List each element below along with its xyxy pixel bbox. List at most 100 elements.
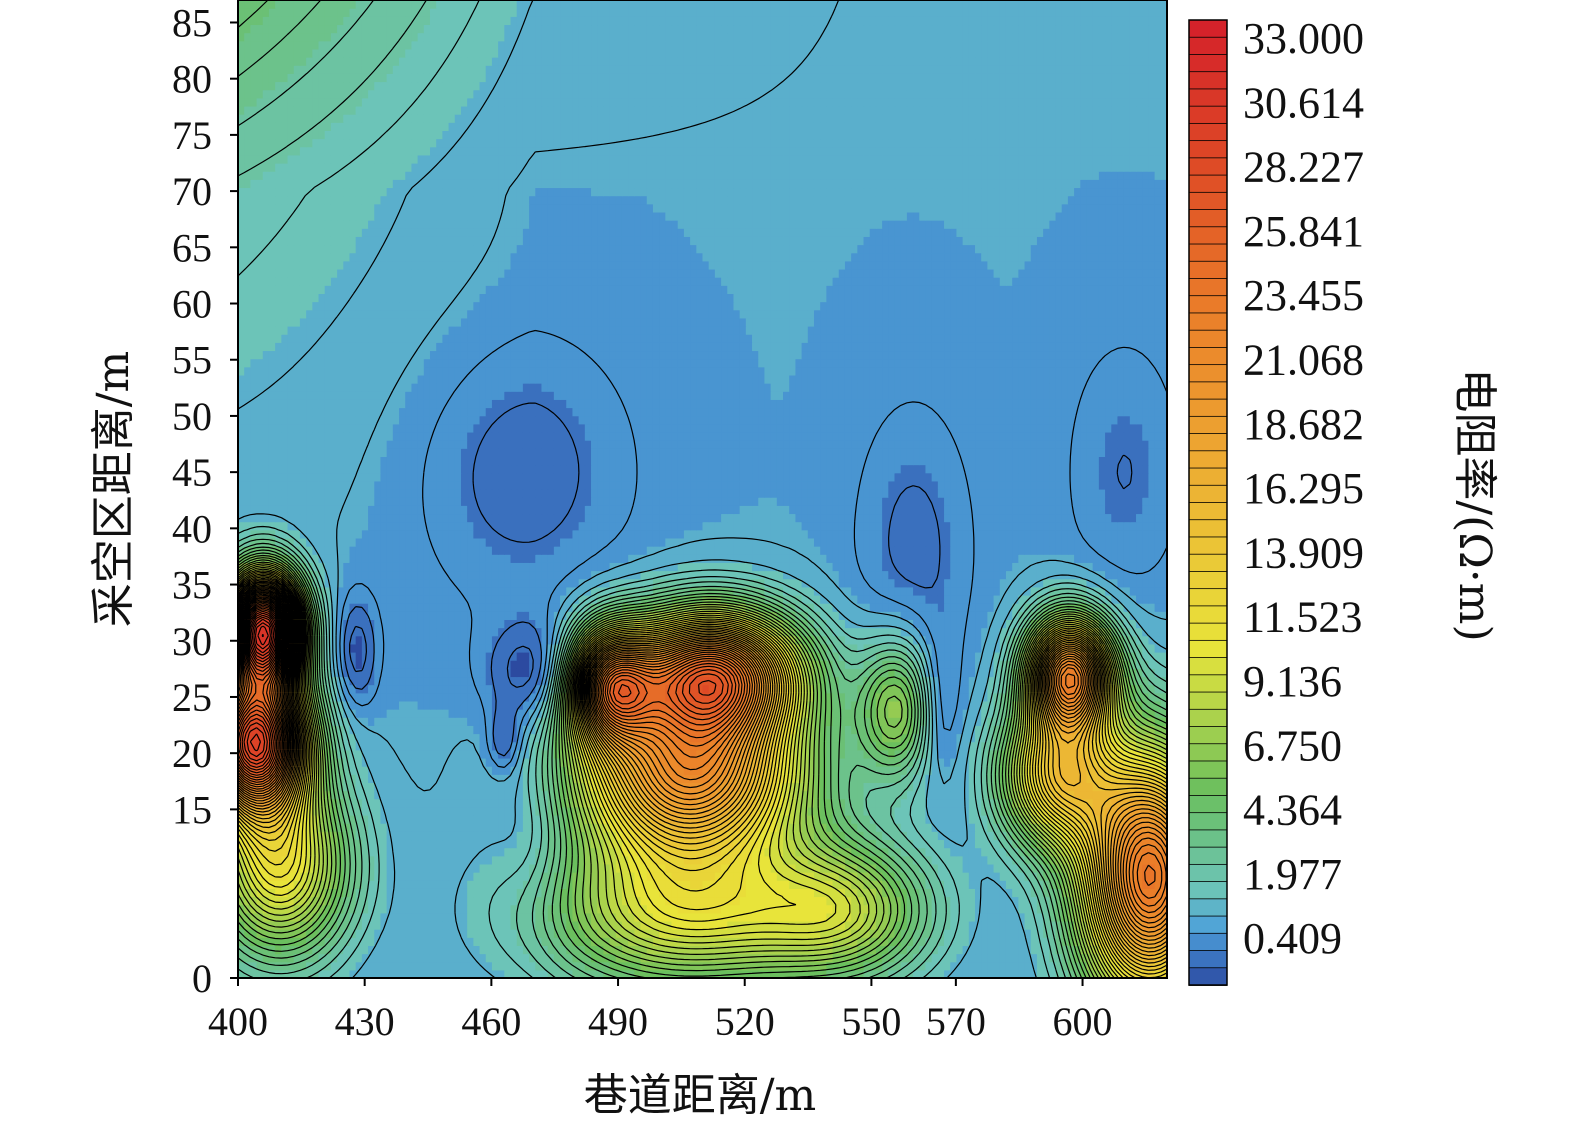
contour-cell bbox=[523, 905, 530, 914]
contour-cell bbox=[480, 864, 487, 873]
contour-cell bbox=[950, 782, 957, 791]
contour-cell bbox=[349, 954, 356, 963]
contour-cell bbox=[535, 897, 542, 906]
contour-cell bbox=[430, 734, 437, 743]
contour-cell bbox=[938, 742, 945, 751]
contour-cell bbox=[442, 799, 449, 808]
contour-cell bbox=[610, 897, 617, 906]
contour-cell bbox=[690, 945, 697, 954]
contour-cell bbox=[703, 962, 710, 971]
contour-cell bbox=[418, 962, 425, 971]
contour-cell bbox=[411, 709, 418, 718]
contour-cell bbox=[963, 734, 970, 743]
contour-cell bbox=[795, 888, 802, 897]
contour-cell bbox=[467, 913, 474, 922]
contour-cell bbox=[1086, 791, 1093, 800]
contour-cell bbox=[1012, 921, 1019, 930]
contour-cell bbox=[969, 921, 976, 930]
contour-cell bbox=[473, 839, 480, 848]
contour-cell bbox=[870, 791, 877, 800]
contour-cell bbox=[343, 856, 350, 865]
contour-cell bbox=[715, 888, 722, 897]
contour-cell bbox=[975, 945, 982, 954]
contour-cell bbox=[362, 742, 369, 751]
contour-cell bbox=[461, 929, 468, 938]
contour-cell bbox=[808, 839, 815, 848]
contour-cell bbox=[541, 937, 548, 946]
contour-cell bbox=[467, 929, 474, 938]
contour-cell bbox=[752, 872, 759, 881]
contour-cell bbox=[956, 717, 963, 726]
contour-cell bbox=[461, 831, 468, 840]
contour-cell bbox=[932, 880, 939, 889]
contour-cell bbox=[486, 929, 493, 938]
contour-cell bbox=[349, 962, 356, 971]
contour-cell bbox=[938, 734, 945, 743]
contour-cell bbox=[851, 905, 858, 914]
contour-cell bbox=[956, 758, 963, 767]
contour-cell bbox=[498, 954, 505, 963]
contour-cell bbox=[362, 913, 369, 922]
contour-cell bbox=[579, 880, 586, 889]
contour-cell bbox=[1068, 782, 1075, 791]
contour-cell bbox=[944, 880, 951, 889]
contour-cell bbox=[783, 856, 790, 865]
contour-cell bbox=[1043, 945, 1050, 954]
contour-cell bbox=[455, 791, 462, 800]
contour-cell bbox=[393, 774, 400, 783]
contour-cell bbox=[511, 905, 518, 914]
contour-cell bbox=[1012, 766, 1019, 775]
contour-cell bbox=[956, 774, 963, 783]
contour-cell bbox=[436, 929, 443, 938]
contour-cell bbox=[473, 717, 480, 726]
contour-cell bbox=[963, 880, 970, 889]
contour-cell bbox=[672, 766, 679, 775]
contour-cell bbox=[411, 929, 418, 938]
contour-cell bbox=[393, 929, 400, 938]
contour-cell bbox=[659, 945, 666, 954]
contour-cell bbox=[405, 839, 412, 848]
contour-cell bbox=[399, 962, 406, 971]
contour-cell bbox=[387, 717, 394, 726]
contour-cell bbox=[480, 913, 487, 922]
contour-cell bbox=[709, 897, 716, 906]
contour-cell bbox=[1080, 782, 1087, 791]
contour-cell bbox=[380, 791, 387, 800]
contour-cell bbox=[851, 734, 858, 743]
contour-cell bbox=[405, 962, 412, 971]
contour-cell bbox=[925, 839, 932, 848]
contour-cell bbox=[504, 864, 511, 873]
contour-cell bbox=[511, 929, 518, 938]
contour-cell bbox=[436, 872, 443, 881]
contour-cell bbox=[938, 913, 945, 922]
contour-cell bbox=[387, 758, 394, 767]
contour-cell bbox=[399, 864, 406, 873]
contour-cell bbox=[839, 791, 846, 800]
contour-cell bbox=[418, 905, 425, 914]
contour-cell bbox=[876, 791, 883, 800]
contour-cell bbox=[845, 758, 852, 767]
contour-cell bbox=[449, 848, 456, 857]
contour-cell bbox=[981, 839, 988, 848]
contour-cell bbox=[554, 897, 561, 906]
contour-cell bbox=[418, 766, 425, 775]
contour-cell bbox=[696, 758, 703, 767]
contour-cell bbox=[932, 766, 939, 775]
contour-cell bbox=[442, 856, 449, 865]
contour-cell bbox=[498, 791, 505, 800]
contour-cell bbox=[455, 750, 462, 759]
contour-cell bbox=[987, 864, 994, 873]
contour-cell bbox=[399, 913, 406, 922]
contour-cell bbox=[641, 897, 648, 906]
contour-cell bbox=[802, 929, 809, 938]
contour-cell bbox=[1155, 872, 1162, 881]
contour-cell bbox=[473, 888, 480, 897]
contour-cell bbox=[387, 880, 394, 889]
contour-cell bbox=[442, 929, 449, 938]
contour-cell bbox=[486, 888, 493, 897]
contour-cell bbox=[591, 880, 598, 889]
contour-cell bbox=[678, 962, 685, 971]
contour-cell bbox=[399, 945, 406, 954]
contour-cell bbox=[913, 799, 920, 808]
contour-cell bbox=[876, 782, 883, 791]
